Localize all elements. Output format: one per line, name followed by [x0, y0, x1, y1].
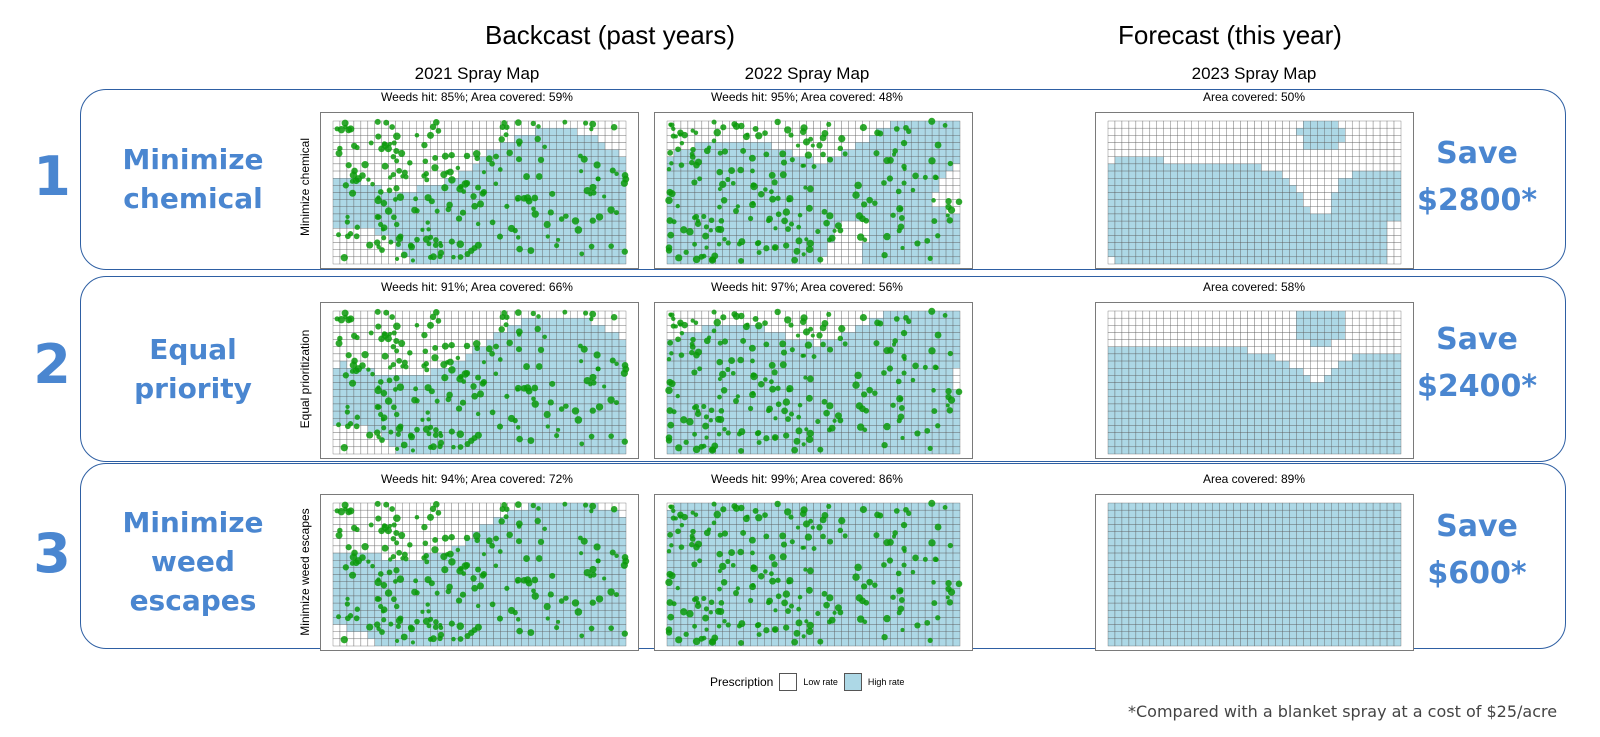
strategy-row-2	[80, 276, 1566, 462]
savings-3: Save $600*	[1402, 503, 1552, 597]
savings-2-amount: $2400*	[1416, 369, 1538, 404]
map-2-2022-stats: Weeds hit: 97%; Area covered: 56%	[711, 280, 903, 294]
strategy-row-1	[80, 89, 1566, 270]
map-1-2021-stats: Weeds hit: 85%; Area covered: 59%	[381, 90, 573, 104]
row-number-3: 3	[33, 522, 71, 585]
column-title-2022: 2022 Spray Map	[744, 64, 870, 83]
map-2-2023-stats: Area covered: 58%	[1202, 280, 1306, 294]
column-title-2021: 2021 Spray Map	[414, 64, 540, 83]
strategy-label-2-line-2: priority	[134, 372, 252, 405]
strategy-label-3-line-3: escapes	[129, 584, 257, 617]
spray-map-3-2023	[1095, 494, 1414, 651]
savings-3-label: Save	[1436, 509, 1518, 544]
map-row-1-ylabel: Minimize chemical	[298, 137, 312, 237]
footnote: *Compared with a blanket spray at a cost…	[1128, 702, 1558, 721]
legend-low-swatch	[779, 673, 798, 691]
map-2-2021-stats: Weeds hit: 91%; Area covered: 66%	[381, 280, 573, 294]
map-row-3-ylabel: Minimize weed escapes	[298, 508, 312, 636]
map-1-2023-stats: Area covered: 50%	[1202, 90, 1306, 104]
savings-1: Save $2800*	[1402, 130, 1552, 224]
spray-map-2-2021	[320, 302, 639, 459]
legend-title: Prescription	[710, 675, 774, 689]
savings-1-amount: $2800*	[1416, 183, 1538, 218]
prescription-legend: Prescription Low rate High rate	[710, 673, 904, 691]
strategy-label-1-line-1: Minimize	[122, 143, 264, 176]
map-1-2022-stats: Weeds hit: 95%; Area covered: 48%	[711, 90, 903, 104]
spray-map-1-2023	[1095, 112, 1414, 269]
row-number-2: 2	[33, 333, 71, 396]
spray-map-1-2022	[654, 112, 973, 269]
savings-2-label: Save	[1436, 322, 1518, 357]
map-3-2021-stats: Weeds hit: 94%; Area covered: 72%	[381, 472, 573, 486]
row-number-1: 1	[33, 145, 71, 208]
strategy-label-1: Minimize chemical	[88, 140, 298, 218]
column-title-2023: 2023 Spray Map	[1191, 64, 1317, 83]
legend-high-label: High rate	[867, 677, 905, 687]
spray-map-2-2022	[654, 302, 973, 459]
spray-map-2-2023	[1095, 302, 1414, 459]
forecast-header: Forecast (this year)	[1118, 20, 1342, 50]
savings-3-amount: $600*	[1427, 556, 1527, 591]
strategy-label-1-line-2: chemical	[123, 182, 263, 215]
spray-map-3-2022	[654, 494, 973, 651]
spray-map-1-2021	[320, 112, 639, 269]
savings-1-label: Save	[1436, 136, 1518, 171]
map-row-2-ylabel: Equal prioritization	[298, 329, 312, 429]
strategy-label-2: Equal priority	[88, 330, 298, 408]
strategy-label-3-line-2: weed	[151, 545, 235, 578]
strategy-label-2-line-1: Equal	[149, 333, 237, 366]
savings-2: Save $2400*	[1402, 316, 1552, 410]
strategy-label-3: Minimize weed escapes	[88, 503, 298, 620]
strategy-label-3-line-1: Minimize	[122, 506, 264, 539]
backcast-header: Backcast (past years)	[485, 20, 735, 50]
map-3-2023-stats: Area covered: 89%	[1202, 472, 1306, 486]
spray-map-3-2021	[320, 494, 639, 651]
legend-low-label: Low rate	[803, 677, 838, 687]
map-3-2022-stats: Weeds hit: 99%; Area covered: 86%	[711, 472, 903, 486]
legend-high-swatch	[843, 673, 862, 691]
